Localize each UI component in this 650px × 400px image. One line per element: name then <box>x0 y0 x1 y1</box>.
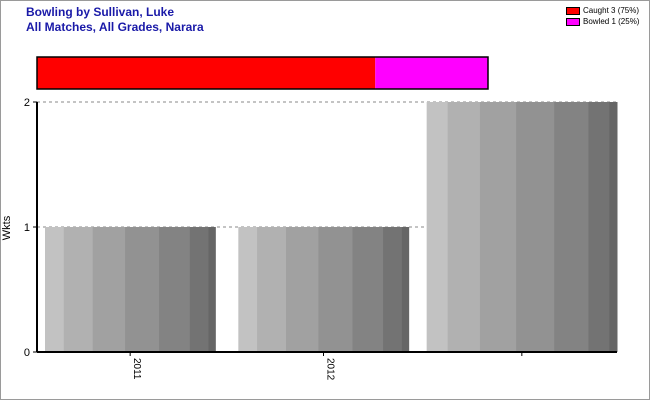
bar-band <box>588 102 610 352</box>
bar-band <box>479 102 517 352</box>
bar-band <box>208 227 216 352</box>
chart-title: Bowling by Sullivan, Luke <box>26 5 175 19</box>
bar-band <box>92 227 126 352</box>
bar-band <box>554 102 589 352</box>
y-tick-label-2: 2 <box>24 97 30 109</box>
bar-band <box>426 102 449 352</box>
legend-swatch-caught <box>566 6 580 15</box>
bar-band <box>45 227 65 352</box>
bar-band <box>286 227 319 352</box>
bar-category-3 <box>426 102 618 352</box>
legend-swatch-bowled <box>566 17 580 26</box>
x-tick-label-2012: 2012 <box>325 358 336 381</box>
bar-band <box>159 227 191 352</box>
bar-band <box>609 102 618 352</box>
bar-band <box>447 102 481 352</box>
legend: Caught 3 (75%) Bowled 1 (25%) <box>566 5 639 27</box>
y-tick-label-0: 0 <box>24 347 30 359</box>
bar-band <box>63 227 94 352</box>
bar-band <box>238 227 258 352</box>
bar-band <box>352 227 384 352</box>
dismissal-segment-1 <box>375 57 488 89</box>
bar-2012 <box>238 227 410 352</box>
bar-band <box>189 227 210 352</box>
bar-band <box>383 227 403 352</box>
bar-band <box>401 227 410 352</box>
bar-band <box>516 102 555 352</box>
y-tick-label-1: 1 <box>24 222 30 234</box>
dismissal-bar-outline <box>36 56 489 90</box>
legend-item-bowled: Bowled 1 (25%) <box>566 16 639 27</box>
legend-label-bowled: Bowled 1 (25%) <box>583 16 640 26</box>
bar-band <box>318 227 353 352</box>
bar-band <box>125 227 160 352</box>
chart-subtitle: All Matches, All Grades, Narara <box>26 20 204 34</box>
dismissal-segment-0 <box>37 57 376 89</box>
legend-label-caught: Caught 3 (75%) <box>583 5 640 15</box>
bar-2011 <box>45 227 216 352</box>
x-tick-label-2011: 2011 <box>131 358 142 380</box>
legend-item-caught: Caught 3 (75%) <box>566 5 639 16</box>
bar-band <box>257 227 287 352</box>
